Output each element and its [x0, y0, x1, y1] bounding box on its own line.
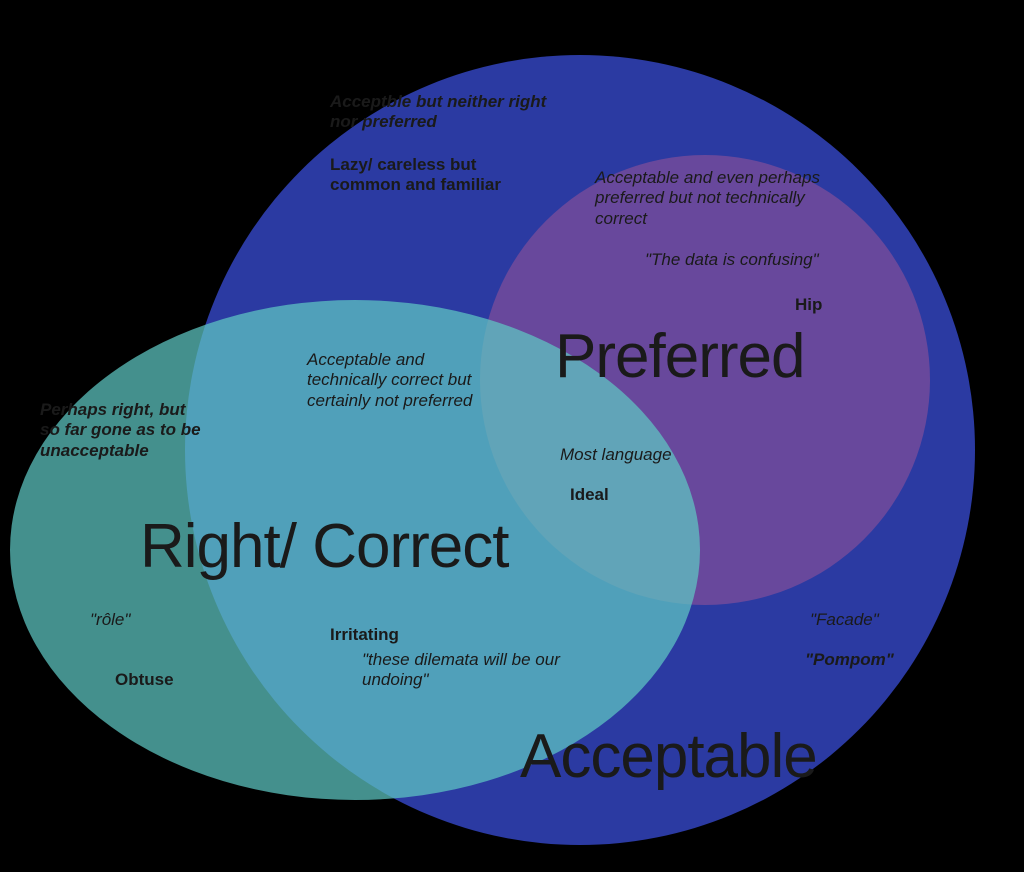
label-acc-right-example: "these dilemata will be our undoing" [362, 650, 582, 691]
label-right-only-tag: Obtuse [115, 670, 174, 690]
venn-diagram: Acceptable Preferred Right/ Correct Acce… [0, 0, 1024, 872]
label-acc-example-2: "Pompom" [805, 650, 894, 670]
label-acc-pref-tag: Hip [795, 295, 822, 315]
title-preferred: Preferred [555, 320, 804, 394]
label-acc-pref-example: "The data is confusing" [645, 250, 819, 270]
label-right-only-example: "rôle" [90, 610, 130, 630]
label-acc-only-desc: Acceptble but neither right nor preferre… [330, 92, 560, 133]
label-acc-right-desc: Acceptable and technically correct but c… [307, 350, 507, 411]
label-center-tag: Ideal [570, 485, 609, 505]
label-acc-pref-desc: Acceptable and even perhaps preferred bu… [595, 168, 840, 229]
title-acceptable: Acceptable [520, 720, 817, 794]
label-right-only-desc: Perhaps right, but so far gone as to be … [40, 400, 210, 461]
label-acc-right-tag: Irritating [330, 625, 399, 645]
label-center-desc: Most language [560, 445, 672, 465]
title-right: Right/ Correct [140, 510, 508, 584]
label-acc-only-tag: Lazy/ careless but common and familiar [330, 155, 530, 196]
label-acc-example-1: "Facade" [810, 610, 879, 630]
